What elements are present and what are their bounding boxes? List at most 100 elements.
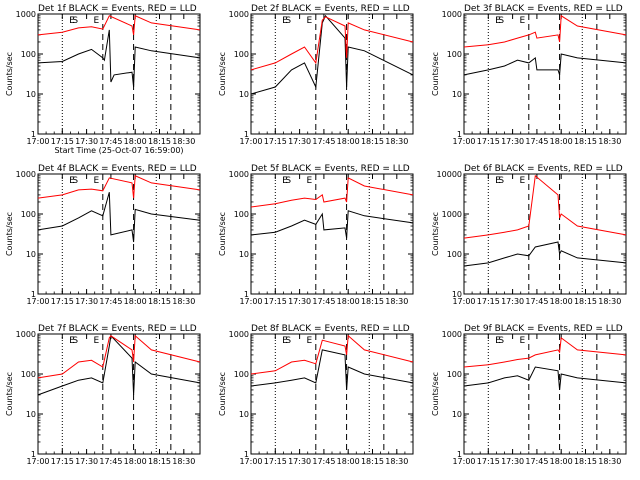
series-line xyxy=(463,336,627,368)
x-tick-label: 17:00 xyxy=(239,137,262,146)
y-tick-label: 1 xyxy=(31,290,36,299)
series-line xyxy=(37,192,201,243)
y-axis-label: Counts/sec xyxy=(5,372,14,416)
y-tick-label: 1000 xyxy=(16,170,36,179)
x-tick-label: 18:15 xyxy=(361,297,384,306)
series-line xyxy=(463,366,627,390)
y-axis-label: Counts/sec xyxy=(431,52,440,96)
x-tick-label: 18:00 xyxy=(124,137,147,146)
event-marker-label: S xyxy=(498,176,504,186)
x-tick-label: 17:15 xyxy=(264,297,287,306)
event-marker-label: S xyxy=(72,336,78,346)
x-tick-label: 17:00 xyxy=(26,457,49,466)
plot-panel-6: Det 6f BLACK = Events, RED = LLD 10 100 100… xyxy=(431,164,627,306)
y-tick-label: 10 xyxy=(239,410,249,419)
series-line xyxy=(37,15,201,36)
y-tick-label: 100 xyxy=(234,50,249,59)
x-tick-label: 18:00 xyxy=(124,297,147,306)
y-tick-label: 1000 xyxy=(442,330,462,339)
y-tick-label: 10 xyxy=(452,290,462,299)
event-marker-label: E xyxy=(282,16,288,26)
x-tick-label: 17:45 xyxy=(525,297,548,306)
x-tick-label: 18:15 xyxy=(361,137,384,146)
x-tick-label: 18:30 xyxy=(598,297,621,306)
event-marker-label: E xyxy=(69,336,75,346)
x-tick-label: 17:00 xyxy=(452,137,475,146)
plot-panel-1: Det 1f BLACK = Events, RED = LLD 1 10 100 10… xyxy=(5,4,201,155)
x-tick-label: 18:30 xyxy=(172,137,195,146)
y-tick-label: 1000 xyxy=(16,330,36,339)
x-tick-label: 17:30 xyxy=(288,457,311,466)
plot-panel-5: Det 5f BLACK = Events, RED = LLD 1 10 100 10… xyxy=(218,164,414,306)
y-tick-label: 1 xyxy=(31,450,36,459)
x-tick-label: 17:15 xyxy=(264,457,287,466)
event-marker-label: E xyxy=(93,176,99,186)
x-tick-label: 17:30 xyxy=(75,137,98,146)
x-tick-label: 18:00 xyxy=(337,457,360,466)
event-marker-label: E xyxy=(93,336,99,346)
series-line xyxy=(463,241,627,267)
plot-panel-4: Det 4f BLACK = Events, RED = LLD 1 10 100 10… xyxy=(5,164,201,306)
x-tick-label: 17:00 xyxy=(26,297,49,306)
series-line xyxy=(463,174,627,239)
y-axis-label: Counts/sec xyxy=(218,372,227,416)
plot-title: Det 7f BLACK = Events, RED = LLD xyxy=(38,324,197,334)
x-tick-label: 18:15 xyxy=(574,457,597,466)
x-tick-label: 17:30 xyxy=(75,297,98,306)
plot-title: Det 1f BLACK = Events, RED = LLD xyxy=(38,4,197,14)
series-line xyxy=(37,29,201,88)
event-marker-label: E xyxy=(282,336,288,346)
y-axis-label: Counts/sec xyxy=(218,212,227,256)
x-tick-label: 18:15 xyxy=(148,297,171,306)
y-tick-label: 1 xyxy=(31,130,36,139)
x-tick-label: 18:15 xyxy=(361,457,384,466)
event-marker-label: E xyxy=(495,16,501,26)
plot-panel-8: Det 8f BLACK = Events, RED = LLD 1 10 100 10… xyxy=(218,324,414,466)
event-marker-label: E xyxy=(93,16,99,26)
y-tick-label: 10 xyxy=(452,90,462,99)
series-line xyxy=(463,53,627,76)
x-tick-label: 18:30 xyxy=(172,457,195,466)
x-tick-label: 17:30 xyxy=(288,137,311,146)
x-tick-label: 18:15 xyxy=(148,137,171,146)
x-tick-label: 17:45 xyxy=(99,137,122,146)
y-tick-label: 1000 xyxy=(442,10,462,19)
y-tick-label: 1 xyxy=(244,130,249,139)
event-marker-label: S xyxy=(498,16,504,26)
x-tick-label: 18:30 xyxy=(172,297,195,306)
x-tick-label: 17:30 xyxy=(501,137,524,146)
series-line xyxy=(37,175,201,199)
y-tick-label: 1 xyxy=(244,450,249,459)
plot-panel-9: Det 9f BLACK = Events, RED = LLD 1 10 100 10… xyxy=(431,324,627,466)
x-tick-label: 17:45 xyxy=(99,297,122,306)
y-tick-label: 100 xyxy=(447,370,462,379)
y-tick-label: 100 xyxy=(234,210,249,219)
series-line xyxy=(37,334,201,396)
x-tick-label: 17:15 xyxy=(477,297,500,306)
series-line xyxy=(250,177,414,208)
x-tick-label: 18:30 xyxy=(385,297,408,306)
plot-panel-2: Det 2f BLACK = Events, RED = LLD 1 10 100 10… xyxy=(218,4,414,146)
series-line xyxy=(250,210,414,239)
y-tick-label: 10 xyxy=(452,410,462,419)
y-tick-label: 1 xyxy=(244,290,249,299)
event-marker-label: E xyxy=(306,176,312,186)
x-tick-label: 17:45 xyxy=(312,297,335,306)
x-tick-label: 17:15 xyxy=(264,137,287,146)
event-marker-label: S xyxy=(498,336,504,346)
y-tick-label: 10000 xyxy=(437,170,462,179)
event-marker-label: E xyxy=(519,336,525,346)
x-tick-label: 18:30 xyxy=(385,137,408,146)
y-tick-label: 10 xyxy=(26,90,36,99)
event-marker-label: E xyxy=(495,176,501,186)
x-tick-label: 17:45 xyxy=(99,457,122,466)
event-marker-label: S xyxy=(285,336,291,346)
event-marker-label: S xyxy=(72,176,78,186)
x-tick-label: 18:00 xyxy=(337,137,360,146)
y-tick-label: 1000 xyxy=(16,10,36,19)
event-marker-label: E xyxy=(306,336,312,346)
series-line xyxy=(250,16,414,71)
event-marker-label: E xyxy=(282,176,288,186)
plot-title: Det 4f BLACK = Events, RED = LLD xyxy=(38,164,197,174)
